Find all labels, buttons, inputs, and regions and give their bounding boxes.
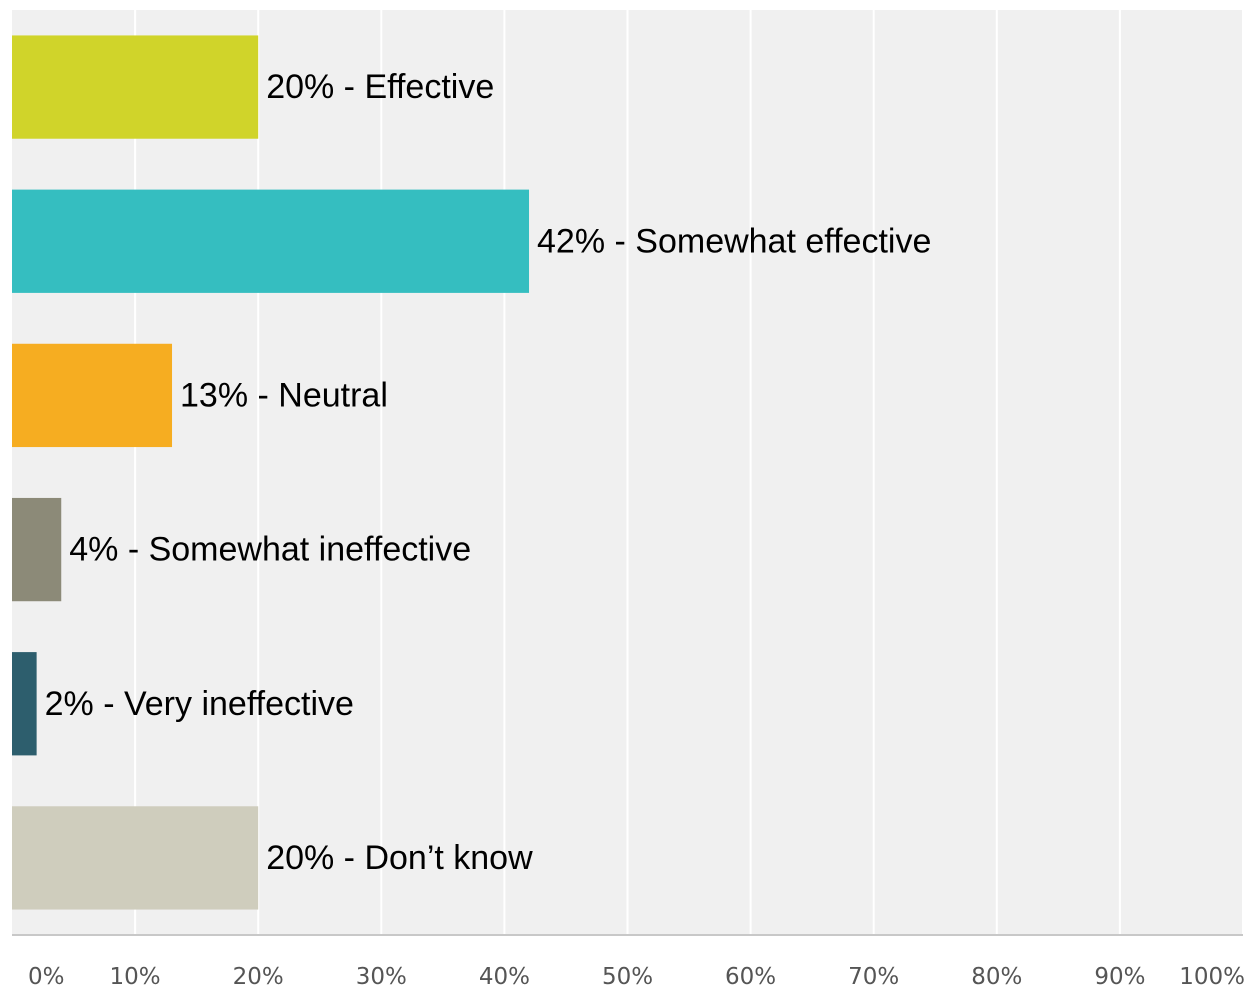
bar [12,806,259,910]
data-label: 42% - Somewhat effective [537,222,931,260]
data-label: 13% - Neutral [180,376,388,414]
x-tick-label: 0% [28,964,65,990]
x-tick-label: 70% [848,964,899,990]
data-label: 20% - Don’t know [266,839,533,877]
x-tick-label: 50% [602,964,653,990]
x-tick-label: 20% [233,964,284,990]
data-label: 4% - Somewhat ineffective [69,531,471,569]
gridlines [134,10,1244,935]
x-axis-ticks: 0% 10% 20% 30% 40% 50% 60% 70% 80% 90% 100% [28,964,1245,990]
data-label: 2% - Very ineffective [45,685,354,723]
bar [12,35,259,139]
data-label: 20% - Effective [266,68,494,106]
bar [12,343,173,448]
bar [12,189,530,293]
x-tick-label: 40% [479,964,530,990]
x-tick-label: 60% [725,964,776,990]
x-tick-label: 10% [110,964,161,990]
x-tick-label: 80% [971,964,1022,990]
x-tick-label: 100% [1179,964,1245,990]
bars [12,35,530,910]
bar-labels: 20% - Effective 42% - Somewhat effective 1… [45,68,932,877]
x-tick-label: 90% [1094,964,1145,990]
bar [12,497,62,602]
bar [12,652,37,756]
x-tick-label: 30% [356,964,407,990]
